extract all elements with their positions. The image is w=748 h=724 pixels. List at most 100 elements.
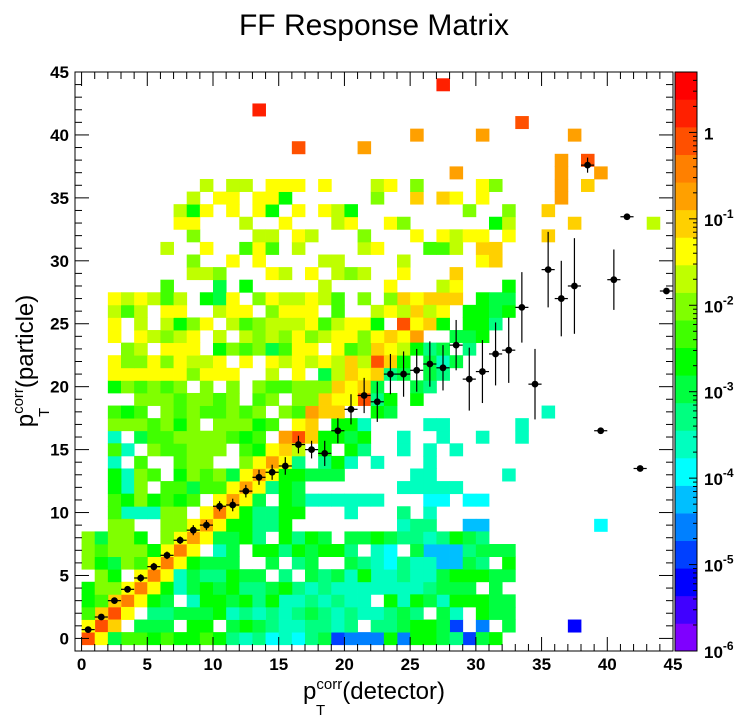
heatmap-cell [265, 594, 280, 608]
heatmap-cell [213, 569, 227, 583]
heatmap-cell [475, 254, 490, 268]
heatmap-cell [239, 304, 253, 318]
profile-point [370, 381, 384, 422]
profile-marker [518, 303, 526, 311]
profile-point [581, 157, 595, 173]
heatmap-cell [462, 304, 477, 318]
heatmap-cell [475, 493, 490, 507]
heatmap-cell [265, 204, 280, 218]
heatmap-cell [107, 481, 122, 495]
heatmap-cell [449, 267, 464, 281]
heatmap-cell [318, 468, 332, 482]
heatmap-cell [186, 594, 201, 608]
heatmap-cell [410, 632, 424, 646]
heatmap-cell [134, 455, 148, 469]
heatmap-cell [186, 267, 201, 281]
profile-marker [229, 501, 237, 509]
heatmap-cell [436, 581, 450, 595]
heatmap-cell [226, 430, 240, 444]
heatmap-cell [121, 468, 135, 482]
heatmap-cell [331, 619, 345, 633]
heatmap-cell [239, 606, 253, 620]
heatmap-cell [134, 405, 148, 419]
heatmap-cell [305, 330, 319, 344]
heatmap-cell [344, 443, 358, 457]
heatmap-cell [213, 304, 227, 318]
heatmap-cell [265, 606, 280, 620]
heatmap-cell [265, 178, 280, 192]
heatmap-cell [318, 355, 332, 369]
colorbar-band [675, 154, 697, 183]
heatmap-cell [252, 292, 266, 306]
heatmap-cell [278, 468, 293, 482]
heatmap-cell [160, 292, 174, 306]
heatmap-cell [397, 581, 411, 595]
heatmap-cell [462, 317, 477, 331]
heatmap-cell [186, 544, 201, 557]
heatmap-cell [331, 569, 345, 583]
heatmap-cell [226, 254, 240, 268]
heatmap-cell [147, 468, 161, 482]
heatmap-cell [318, 619, 332, 633]
heatmap-cell [186, 392, 201, 406]
heatmap-cell [147, 392, 161, 406]
heatmap-cell [436, 632, 450, 646]
heatmap-cell [239, 468, 253, 482]
heatmap-cell [160, 556, 174, 570]
heatmap-cell [462, 594, 477, 608]
heatmap-cell [344, 569, 358, 583]
heatmap-cell [160, 279, 174, 293]
heatmap-cell [107, 581, 122, 595]
heatmap-cell [423, 455, 437, 469]
heatmap-cell [554, 153, 569, 167]
heatmap-cell [239, 405, 253, 419]
heatmap-cell [410, 191, 424, 205]
heatmap-cell [265, 544, 280, 557]
heatmap-cell [489, 216, 503, 230]
heatmap-cell [567, 128, 582, 142]
heatmap-cell [160, 380, 174, 394]
profile-marker [544, 266, 552, 274]
heatmap-cell [291, 355, 306, 369]
heatmap-cell [397, 619, 411, 633]
heatmap-cell [357, 317, 372, 331]
heatmap-cell [252, 430, 266, 444]
heatmap-cell [305, 468, 319, 482]
heatmap-cell [291, 204, 306, 218]
profile-marker [203, 521, 210, 529]
x-tick-label: 0 [77, 655, 86, 674]
y-tick-label: 40 [50, 126, 69, 145]
heatmap-cell [423, 556, 437, 570]
heatmap-cell [213, 506, 227, 520]
heatmap-cell [370, 367, 385, 381]
heatmap-cell [173, 392, 188, 406]
heatmap-cell [265, 292, 280, 306]
heatmap-cell [265, 229, 280, 243]
heatmap-cell [213, 556, 227, 570]
heatmap-cell [489, 544, 503, 557]
x-label-sup: corr [316, 676, 342, 693]
heatmap-cell [134, 330, 148, 344]
heatmap-cell [449, 556, 464, 570]
colorbar-tick-label: 1 [704, 124, 713, 143]
heatmap-cell [239, 418, 253, 432]
heatmap-cell [291, 330, 306, 344]
profile-marker [281, 462, 289, 470]
colorbar-band [675, 292, 697, 321]
heatmap-cell [397, 606, 411, 620]
heatmap-cell [462, 556, 477, 570]
heatmap-cell [436, 304, 450, 318]
heatmap-cell [173, 556, 188, 570]
heatmap-cell [121, 518, 135, 532]
heatmap-cell [199, 267, 214, 281]
heatmap-cell [226, 418, 240, 432]
heatmap-cell [134, 556, 148, 570]
heatmap-cell [305, 317, 319, 331]
heatmap-cell [278, 430, 293, 444]
heatmap-cell [226, 594, 240, 608]
heatmap-cell [331, 204, 345, 218]
heatmap-cell [502, 204, 516, 218]
heatmap-cell [160, 632, 174, 646]
heatmap-cell [147, 606, 161, 620]
heatmap-cell [423, 481, 437, 495]
